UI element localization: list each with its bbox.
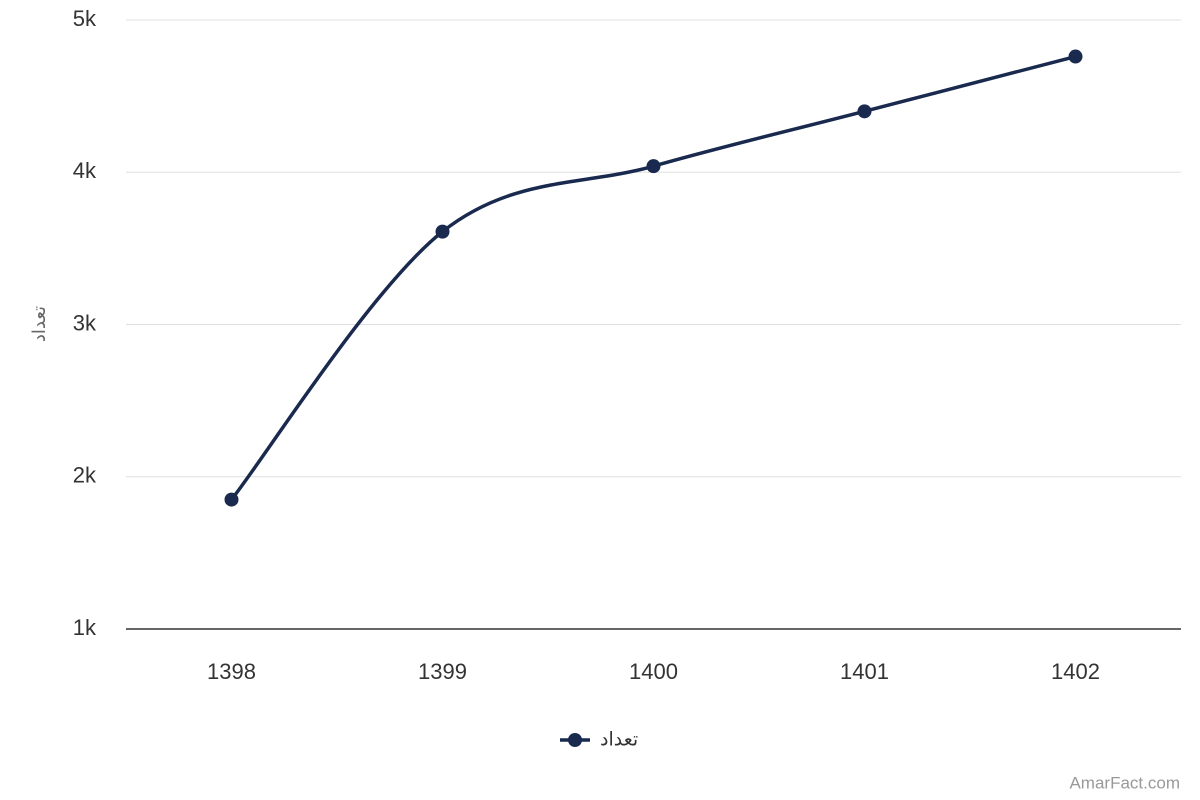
y-tick-label: 3k [73,310,97,335]
y-axis-label: تعداد [29,306,50,342]
marker [857,104,872,119]
marker [646,159,661,174]
y-tick-label: 4k [73,158,97,183]
x-tick-label: 1398 [207,659,256,684]
x-tick-label: 1401 [840,659,889,684]
x-tick-label: 1399 [418,659,467,684]
x-tick-label: 1400 [629,659,678,684]
credit: AmarFact.com [1069,773,1180,792]
legend-label: تعداد [600,729,638,751]
marker [1068,49,1083,64]
y-tick-label: 5k [73,6,97,31]
legend-marker [568,733,582,747]
y-tick-label: 2k [73,463,97,488]
marker [435,224,450,239]
line [230,54,1076,501]
x-tick-label: 1402 [1051,659,1100,684]
y-tick-label: 1k [73,615,97,640]
marker [224,492,239,507]
